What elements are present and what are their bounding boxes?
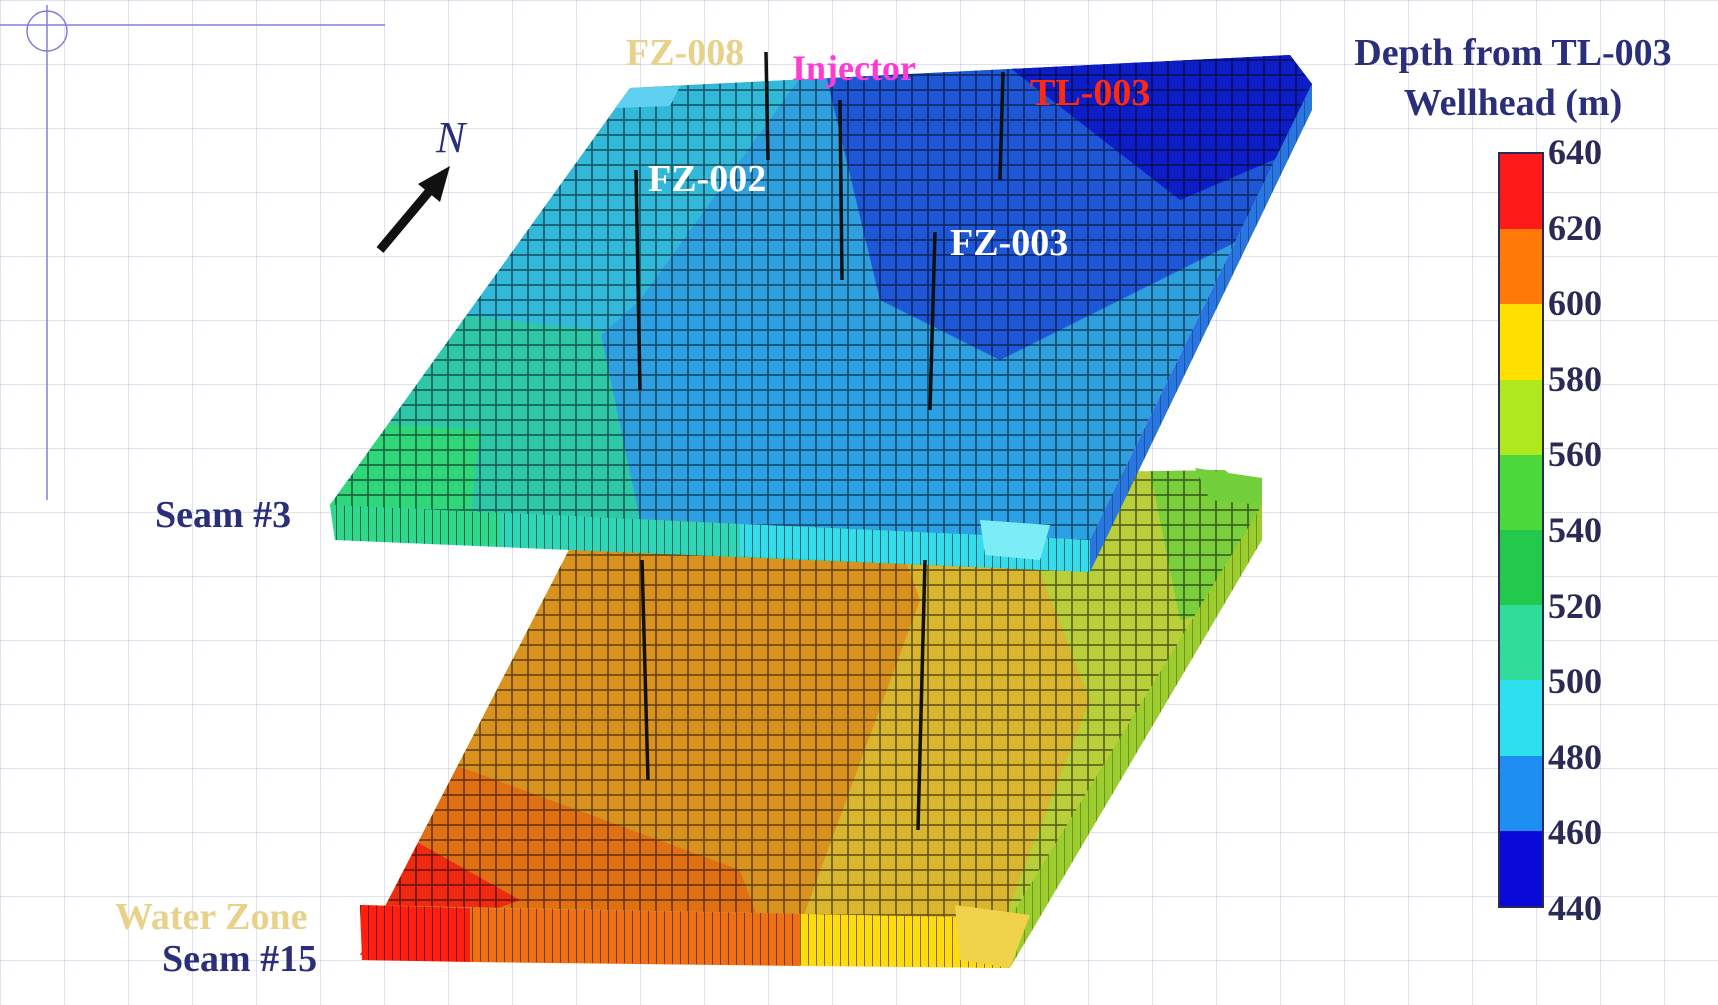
legend-band — [1500, 605, 1542, 681]
seam-15-label: Seam #15 — [162, 938, 318, 980]
north-arrow — [376, 166, 450, 253]
well-line-fz003 — [928, 231, 937, 411]
legend-band — [1500, 830, 1542, 907]
slide-decoration — [0, 5, 385, 500]
north-label: N — [436, 113, 466, 162]
legend-tick-label: 520 — [1548, 585, 1602, 626]
well-label-tl003: TL-003 — [1030, 72, 1151, 114]
legend-title-line1: Depth from TL-003 — [1354, 32, 1672, 74]
well-label-fz002: FZ-002 — [648, 158, 767, 200]
seam-3-front-edge — [330, 84, 1312, 572]
well-line-fz003-lower — [916, 559, 927, 831]
well-lines — [634, 51, 1005, 831]
well-label-injector: Injector — [792, 48, 916, 88]
well-line-fz002-lower — [640, 559, 650, 781]
legend-band — [1500, 154, 1542, 230]
legend-band — [1500, 680, 1542, 756]
seam-3-label: Seam #3 — [155, 494, 292, 536]
legend-band — [1500, 755, 1542, 831]
seam-15-front-edge — [360, 468, 1262, 968]
well-line-injector — [838, 99, 844, 281]
legend-band — [1500, 229, 1542, 305]
well-line-fz002 — [634, 169, 642, 391]
legend-tick-label: 640 — [1548, 132, 1602, 172]
legend-tick-label: 540 — [1548, 510, 1602, 550]
legend-tick-label: 560 — [1548, 434, 1602, 475]
legend-tick-label: 600 — [1548, 283, 1602, 324]
well-label-fz008: FZ-008 — [626, 32, 745, 74]
legend-tick-label: 580 — [1548, 358, 1602, 399]
legend-tick-label: 480 — [1548, 736, 1602, 777]
well-label-fz003: FZ-003 — [950, 222, 1069, 264]
water-zone-label: Water Zone — [115, 896, 308, 938]
legend-band — [1500, 304, 1542, 380]
legend-title-line2: Wellhead (m) — [1403, 82, 1623, 124]
well-line-fz008 — [764, 51, 770, 161]
legend-tick-label: 500 — [1548, 661, 1602, 702]
legend-tick-label: 440 — [1548, 888, 1602, 928]
legend-tick-label: 460 — [1548, 812, 1602, 853]
legend-tick-label: 620 — [1548, 207, 1602, 248]
legend-color-bar — [1498, 152, 1544, 908]
legend-band — [1500, 379, 1542, 455]
well-line-tl003 — [998, 71, 1005, 181]
legend-band — [1500, 530, 1542, 606]
legend-band — [1500, 454, 1542, 531]
